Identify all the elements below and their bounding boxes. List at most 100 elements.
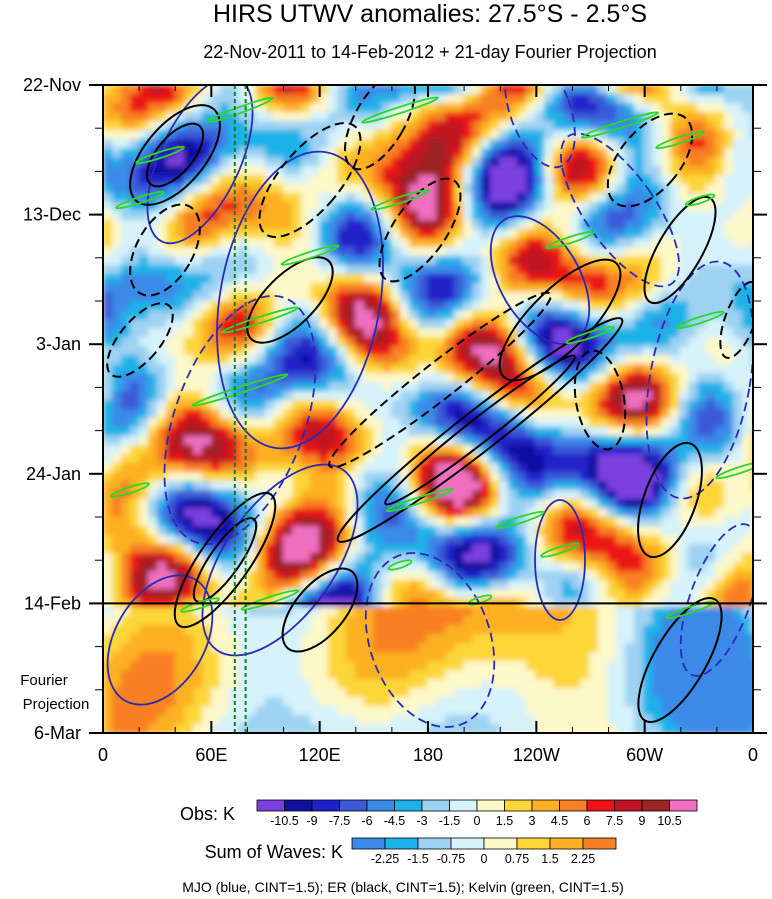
field-cell (427, 400, 437, 410)
field-cell (580, 166, 590, 176)
field-cell (634, 580, 644, 590)
field-cell (463, 553, 473, 563)
field-cell (337, 139, 347, 149)
field-cell (553, 409, 563, 419)
field-cell (292, 121, 302, 131)
field-cell (319, 238, 329, 248)
field-cell (517, 283, 527, 293)
field-cell (220, 517, 230, 527)
field-cell (139, 562, 149, 572)
field-cell (373, 445, 383, 455)
field-cell (643, 112, 653, 122)
field-cell (427, 535, 437, 545)
field-cell (535, 481, 545, 491)
field-cell (310, 211, 320, 221)
field-cell (634, 319, 644, 329)
field-cell (670, 121, 680, 131)
field-cell (256, 535, 266, 545)
field-cell (274, 265, 284, 275)
field-cell (175, 364, 185, 374)
field-cell (580, 688, 590, 698)
field-cell (616, 373, 626, 383)
field-cell (400, 301, 410, 311)
field-cell (553, 535, 563, 545)
field-cell (274, 337, 284, 347)
field-cell (103, 517, 113, 527)
field-cell (283, 121, 293, 131)
field-cell (535, 148, 545, 158)
field-cell (616, 346, 626, 356)
field-cell (508, 661, 518, 671)
field-cell (445, 400, 455, 410)
field-cell (436, 346, 446, 356)
field-cell (139, 400, 149, 410)
field-cell (481, 121, 491, 131)
field-cell (175, 661, 185, 671)
field-cell (634, 175, 644, 185)
field-cell (634, 103, 644, 113)
field-cell (652, 310, 662, 320)
field-cell (436, 256, 446, 266)
field-cell (265, 535, 275, 545)
field-cell (472, 499, 482, 509)
field-cell (382, 580, 392, 590)
field-cell (130, 247, 140, 257)
field-cell (139, 274, 149, 284)
field-cell (103, 265, 113, 275)
field-cell (607, 139, 617, 149)
field-cell (472, 526, 482, 536)
field-cell (319, 472, 329, 482)
field-cell (283, 220, 293, 230)
field-cell (535, 688, 545, 698)
field-cell (157, 580, 167, 590)
field-cell (562, 184, 572, 194)
field-cell (679, 535, 689, 545)
field-cell (607, 337, 617, 347)
field-cell (697, 661, 707, 671)
field-cell (580, 85, 590, 95)
field-cell (238, 409, 248, 419)
field-cell (103, 229, 113, 239)
field-cell (418, 679, 428, 689)
field-cell (427, 355, 437, 365)
field-cell (643, 238, 653, 248)
field-cell (454, 364, 464, 374)
field-cell (211, 319, 221, 329)
field-cell (319, 409, 329, 419)
field-cell (661, 652, 671, 662)
field-cell (733, 364, 743, 374)
field-cell (715, 175, 725, 185)
field-cell (562, 265, 572, 275)
field-cell (499, 220, 509, 230)
field-cell (220, 670, 230, 680)
field-cell (706, 301, 716, 311)
field-cell (427, 409, 437, 419)
field-cell (193, 499, 203, 509)
field-cell (211, 688, 221, 698)
field-cell (148, 454, 158, 464)
field-cell (733, 130, 743, 140)
field-cell (724, 508, 734, 518)
field-cell (715, 130, 725, 140)
field-cell (112, 427, 122, 437)
field-cell (400, 535, 410, 545)
field-cell (274, 328, 284, 338)
field-cell (382, 454, 392, 464)
field-cell (544, 310, 554, 320)
field-cell (472, 319, 482, 329)
field-cell (544, 535, 554, 545)
field-cell (265, 247, 275, 257)
field-cell (283, 517, 293, 527)
field-cell (328, 670, 338, 680)
field-cell (535, 166, 545, 176)
field-cell (715, 490, 725, 500)
field-cell (706, 355, 716, 365)
field-cell (652, 517, 662, 527)
field-cell (490, 85, 500, 95)
field-cell (274, 247, 284, 257)
field-cell (670, 463, 680, 473)
field-cell (598, 175, 608, 185)
field-cell (652, 580, 662, 590)
field-cell (697, 454, 707, 464)
field-cell (481, 526, 491, 536)
